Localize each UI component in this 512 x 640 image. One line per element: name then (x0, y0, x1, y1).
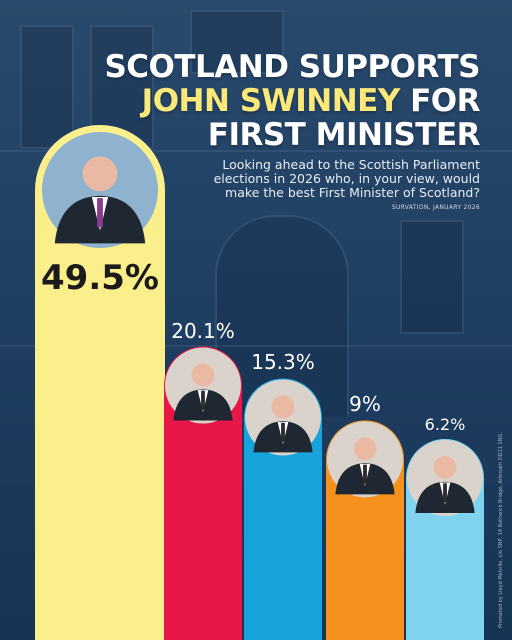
background-window (20, 25, 74, 149)
headline-line-2-rest: FOR (410, 83, 480, 119)
portrait-tie (97, 198, 103, 228)
question-text: Looking ahead to the Scottish Parliament… (213, 157, 480, 200)
background-ledge (0, 345, 512, 347)
value-label: 6.2% (424, 415, 466, 434)
value-label: 20.1% (171, 318, 235, 343)
value-label: 9% (349, 392, 381, 417)
portrait-head (82, 156, 118, 192)
background-window (190, 10, 284, 74)
portrait-head (271, 395, 295, 419)
portrait-icon (42, 132, 158, 248)
headline-line-3: FIRST MINISTER (207, 117, 481, 153)
value-label: 15.3% (251, 350, 315, 375)
portrait-head (433, 455, 457, 479)
portrait-tie (363, 464, 367, 484)
portrait-tie (201, 390, 205, 410)
portrait-icon (327, 421, 403, 498)
background-ledge (0, 150, 512, 152)
portrait-icon (165, 347, 241, 424)
portrait-tie (281, 422, 285, 442)
value-label: 49.5% (41, 258, 159, 298)
portrait-icon (245, 379, 321, 456)
bar (35, 190, 165, 640)
portrait-head (353, 437, 377, 461)
portrait-icon (407, 440, 483, 516)
headline: SCOTLAND SUPPORTS JOHN SWINNEY FOR FIRST… (104, 50, 480, 152)
headline-name-highlight: JOHN SWINNEY (141, 83, 401, 119)
portrait-head (191, 363, 215, 387)
bar (164, 385, 242, 640)
headline-line-1: SCOTLAND SUPPORTS (104, 49, 480, 85)
portrait-tie (443, 483, 447, 503)
poll-source: SURVATION, JANUARY 2026 (391, 204, 480, 211)
background-window (400, 220, 464, 334)
headline-line-2: JOHN SWINNEY FOR (104, 83, 481, 119)
